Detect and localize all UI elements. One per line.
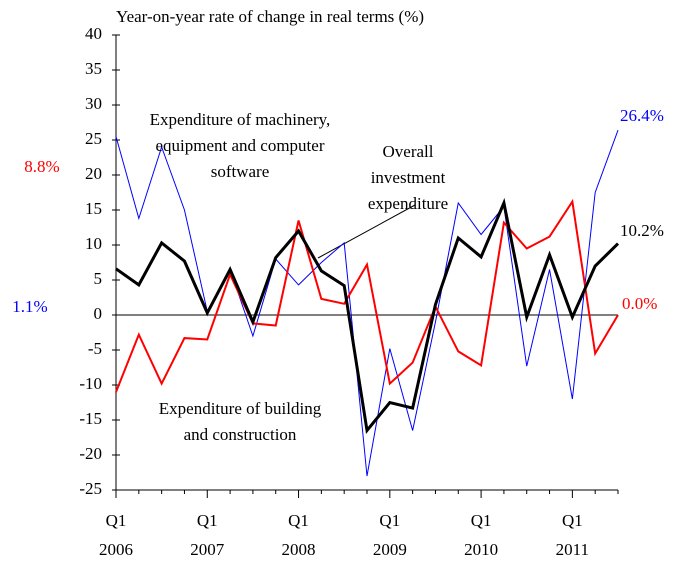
x-tick-label: Q1 bbox=[288, 511, 309, 530]
series-line bbox=[115, 198, 619, 393]
x-year-label: 2008 bbox=[282, 540, 316, 559]
y-tick-label: 35 bbox=[85, 59, 102, 78]
series-label: software bbox=[211, 162, 270, 181]
x-year-label: 2009 bbox=[373, 540, 407, 559]
annotation: 0.0% bbox=[622, 294, 657, 313]
y-tick-label: 0 bbox=[94, 304, 103, 323]
series-label: expenditure bbox=[368, 194, 448, 213]
x-tick-label: Q1 bbox=[471, 511, 492, 530]
y-tick-label: -20 bbox=[79, 444, 102, 463]
x-year-label: 2010 bbox=[464, 540, 498, 559]
x-tick-label: Q1 bbox=[379, 511, 400, 530]
annotation: 8.8% bbox=[24, 157, 59, 176]
x-tick-label: Q1 bbox=[562, 511, 583, 530]
y-tick-label: 15 bbox=[85, 199, 102, 218]
y-tick-label: 40 bbox=[85, 24, 102, 43]
leader-line bbox=[317, 204, 416, 259]
y-tick-label: 20 bbox=[85, 164, 102, 183]
chart-title: Year-on-year rate of change in real term… bbox=[116, 7, 424, 26]
y-tick-label: -15 bbox=[79, 409, 102, 428]
series-line bbox=[115, 197, 620, 435]
series-label: Expenditure of building bbox=[159, 399, 322, 418]
series-label: and construction bbox=[184, 425, 297, 444]
y-tick-label: -25 bbox=[79, 479, 102, 498]
series-line bbox=[115, 130, 619, 477]
x-year-label: 2007 bbox=[190, 540, 225, 559]
series-label: Overall bbox=[383, 142, 434, 161]
annotation: 10.2% bbox=[620, 221, 664, 240]
y-tick-label: 10 bbox=[85, 234, 102, 253]
x-year-label: 2006 bbox=[99, 540, 133, 559]
series-label: investment bbox=[371, 168, 446, 187]
annotation: 26.4% bbox=[620, 106, 664, 125]
y-tick-label: 5 bbox=[94, 269, 103, 288]
x-tick-label: Q1 bbox=[197, 511, 218, 530]
x-tick-label: Q1 bbox=[106, 511, 127, 530]
series-label: Expenditure of machinery, bbox=[150, 110, 331, 129]
y-tick-label: -5 bbox=[88, 339, 102, 358]
series-label: equipment and computer bbox=[155, 136, 324, 155]
y-tick-label: 30 bbox=[85, 94, 102, 113]
y-tick-label: 25 bbox=[85, 129, 102, 148]
x-year-label: 2011 bbox=[556, 540, 589, 559]
annotation: 1.1% bbox=[12, 297, 47, 316]
y-tick-label: -10 bbox=[79, 374, 102, 393]
